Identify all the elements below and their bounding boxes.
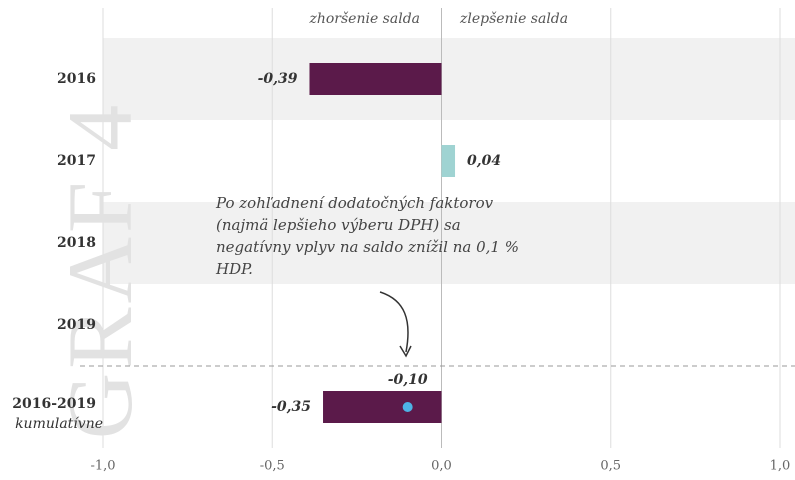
category-label: 2019	[57, 317, 96, 333]
right-header: zlepšenie salda	[459, 11, 568, 27]
annotation: HDP.	[215, 260, 253, 278]
category-label: 2016-2019	[12, 396, 96, 412]
grid	[102, 8, 781, 448]
left-header: zhoršenie salda	[308, 11, 420, 27]
arrow	[379, 291, 409, 353]
arrow-head	[399, 345, 412, 358]
annotation: negatívny vplyv na saldo znížil na 0,1 %	[216, 238, 519, 256]
annotation: Po zohľadnení dodatočných faktorov	[215, 194, 494, 212]
category-label: 2017	[57, 153, 96, 169]
bar	[323, 391, 442, 423]
marker	[402, 402, 413, 412]
x-tick-label: -1,0	[90, 459, 115, 474]
category-label: 2016	[57, 71, 96, 87]
bar	[441, 145, 456, 177]
value-label: -0,35	[271, 399, 311, 415]
x-tick-label: 1,0	[770, 459, 791, 474]
band	[103, 38, 795, 120]
value-label: -0,39	[258, 71, 298, 87]
value-label: 0,04	[467, 153, 501, 169]
annotation: (najmä lepšieho výberu DPH) sa	[216, 216, 461, 234]
x-tick-label: 0,0	[431, 459, 452, 474]
band	[103, 202, 795, 284]
marker-label: -0,10	[388, 372, 428, 388]
x-tick-label: 0,5	[600, 459, 621, 474]
bar	[309, 63, 442, 95]
category-note: kumulatívne	[15, 416, 103, 432]
category-label: 2018	[57, 235, 96, 251]
x-tick-label: -0,5	[260, 459, 285, 474]
watermark: GRAF 4	[49, 101, 151, 439]
bands	[103, 38, 795, 284]
